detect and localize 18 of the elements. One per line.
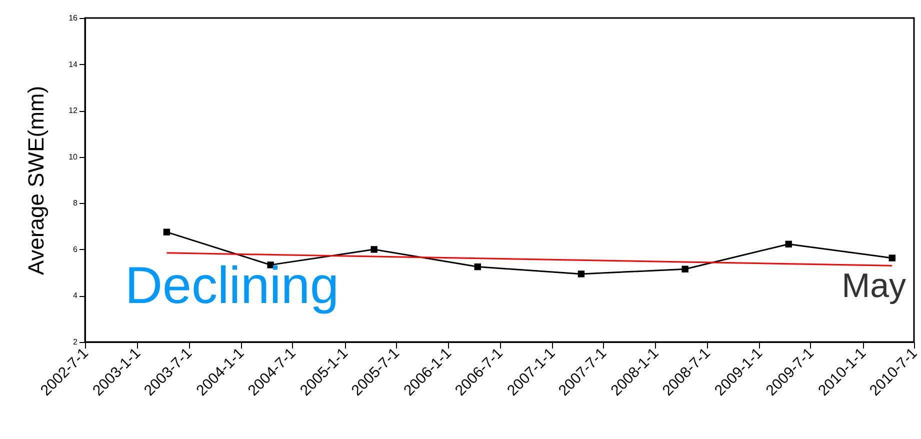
y-tick-label: 8	[73, 198, 78, 208]
annotation: Declining	[125, 257, 339, 315]
y-tick-label: 6	[73, 244, 78, 254]
y-axis-title: Average SWE(mm)	[24, 86, 49, 276]
point	[785, 240, 792, 248]
annotation: May	[842, 267, 906, 305]
point	[474, 263, 482, 270]
point	[578, 270, 585, 278]
y-tick-label: 2	[73, 338, 78, 346]
y-tick-label: 14	[68, 60, 78, 69]
point	[682, 266, 688, 272]
y-tick-label: 10	[68, 152, 78, 162]
point	[370, 246, 378, 253]
point	[163, 228, 170, 236]
y-tick-label: 16	[68, 14, 78, 22]
y-tick-label: 4	[73, 291, 78, 300]
y-tick-label: 12	[68, 106, 78, 116]
point	[888, 254, 896, 262]
